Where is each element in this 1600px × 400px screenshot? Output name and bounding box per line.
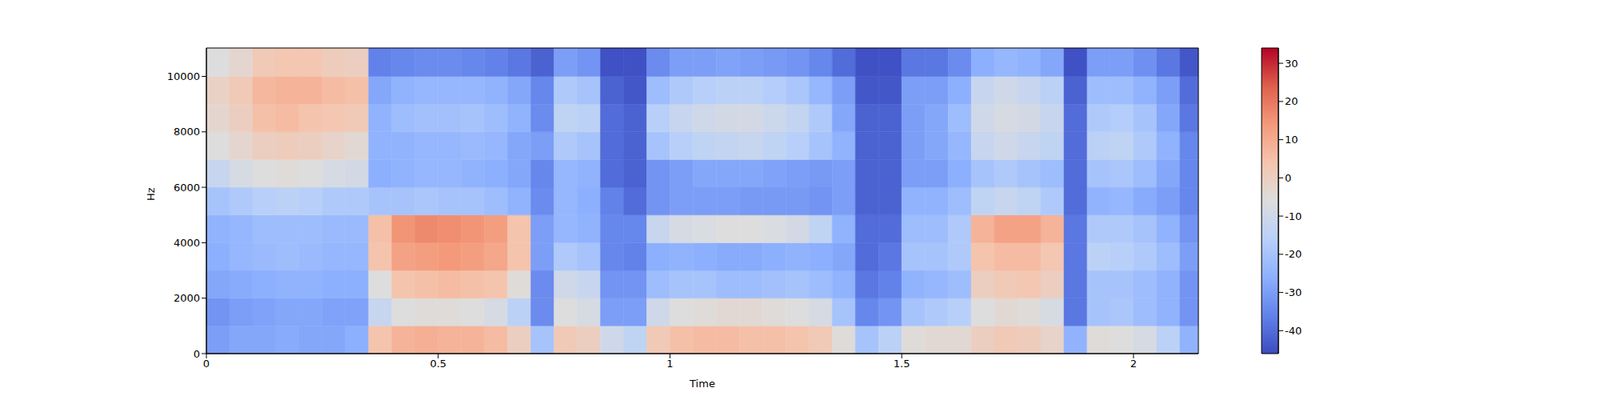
svg-text:6000: 6000	[173, 181, 200, 194]
svg-text:8000: 8000	[173, 125, 200, 138]
svg-text:-40: -40	[1284, 324, 1302, 337]
svg-text:-10: -10	[1284, 210, 1302, 223]
svg-text:4000: 4000	[173, 236, 200, 249]
svg-text:2: 2	[1130, 357, 1137, 370]
svg-text:-30: -30	[1284, 286, 1302, 299]
svg-text:1.5: 1.5	[893, 357, 911, 370]
svg-text:10: 10	[1284, 133, 1299, 146]
svg-text:Time: Time	[688, 377, 716, 390]
svg-text:0: 0	[1284, 172, 1292, 184]
svg-text:2000: 2000	[173, 292, 200, 304]
svg-text:0.5: 0.5	[429, 357, 447, 370]
svg-text:30: 30	[1284, 57, 1299, 70]
svg-text:20: 20	[1284, 95, 1299, 108]
svg-text:10000: 10000	[167, 70, 200, 83]
svg-text:-20: -20	[1284, 248, 1302, 260]
svg-text:0: 0	[203, 357, 210, 370]
svg-text:Hz: Hz	[144, 187, 157, 201]
svg-text:0: 0	[193, 348, 200, 360]
svg-text:1: 1	[666, 357, 673, 370]
